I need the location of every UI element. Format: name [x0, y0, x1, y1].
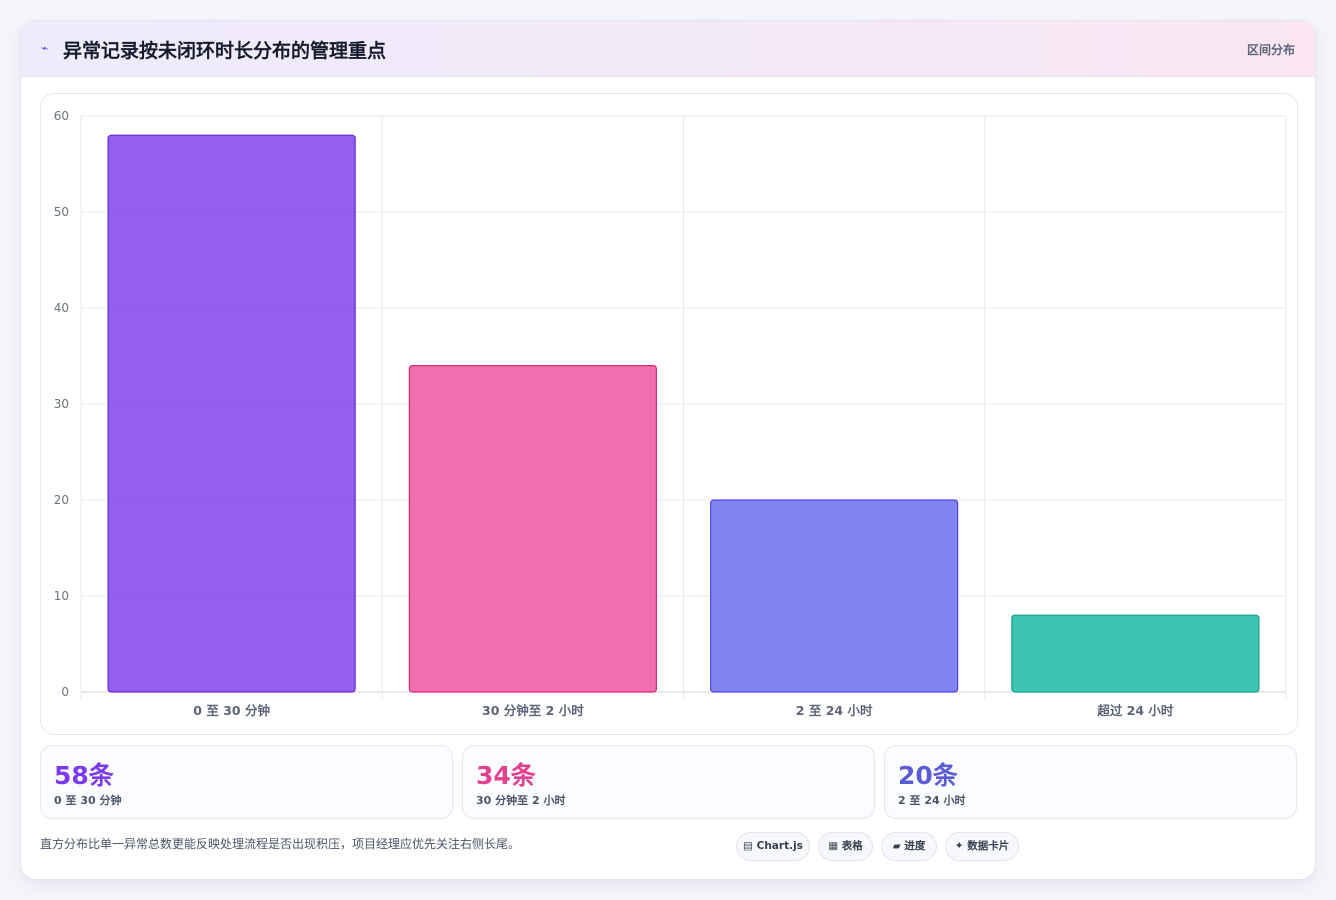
- chip-table[interactable]: ▦ 表格: [818, 832, 873, 861]
- stat-value: 34条: [476, 761, 536, 790]
- y-tick-label: 50: [54, 205, 69, 219]
- stat-value: 20条: [898, 761, 958, 790]
- y-tick-label: 30: [54, 397, 69, 411]
- chart-card: ⌁ 异常记录按未闭环时长分布的管理重点 区间分布 0 10 20 30 40 50 60 0 …: [20, 20, 1316, 880]
- card-title: 异常记录按未闭环时长分布的管理重点: [63, 40, 387, 62]
- stat-card-1: 34条 30 分钟至 2 小时: [462, 745, 875, 819]
- x-tick-label: 超过 24 小时: [1096, 703, 1174, 718]
- chip-progress[interactable]: ▰ 进度: [881, 832, 937, 861]
- chip-label: 表格: [841, 840, 863, 852]
- stat-card-2: 20条 2 至 24 小时: [884, 745, 1297, 819]
- stat-label: 30 分钟至 2 小时: [476, 794, 566, 807]
- x-tick-label: 30 分钟至 2 小时: [482, 703, 584, 718]
- bar-chart: 0 10 20 30 40 50 60 0 至 30 分钟 30 分钟至 2 小时 2 至 24 …: [54, 109, 1287, 718]
- header-tag: 区间分布: [1246, 43, 1295, 57]
- y-tick-label: 0: [61, 685, 69, 699]
- card-header: ⌁ 异常记录按未闭环时长分布的管理重点 区间分布: [21, 21, 1315, 77]
- y-tick-label: 10: [54, 589, 69, 603]
- chart-icon: ▤: [743, 840, 753, 852]
- x-tick-label: 0 至 30 分钟: [193, 703, 270, 718]
- chip-data-card[interactable]: ✦ 数据卡片: [945, 832, 1019, 861]
- y-tick-label: 40: [54, 301, 69, 315]
- chart-area: 0 10 20 30 40 50 60 0 至 30 分钟 30 分钟至 2 小时 2 至 24 …: [40, 93, 1298, 735]
- sparkle-icon: ✦: [954, 840, 964, 852]
- table-icon: ▦: [828, 840, 839, 852]
- bar: [107, 134, 356, 693]
- chip-label: 数据卡片: [967, 840, 1010, 852]
- y-tick-label: 20: [54, 493, 69, 507]
- bar: [408, 365, 657, 693]
- chip-label: 进度: [904, 840, 926, 852]
- chip-chartjs[interactable]: ▤ Chart.js: [736, 832, 810, 861]
- bar: [1011, 614, 1260, 693]
- footnote: 直方分布比单一异常总数更能反映处理流程是否出现积压，项目经理应优先关注右侧长尾。: [40, 837, 521, 851]
- stat-label: 2 至 24 小时: [898, 794, 966, 807]
- chip-label: Chart.js: [756, 840, 803, 852]
- sparkline-icon: ⌁: [41, 41, 49, 55]
- x-tick-label: 2 至 24 小时: [796, 703, 873, 718]
- stat-card-0: 58条 0 至 30 分钟: [40, 745, 453, 819]
- bar: [710, 499, 959, 693]
- progress-icon: ▰: [892, 840, 901, 852]
- y-tick-label: 60: [54, 109, 69, 123]
- stat-value: 58条: [54, 761, 114, 790]
- stat-label: 0 至 30 分钟: [54, 794, 122, 807]
